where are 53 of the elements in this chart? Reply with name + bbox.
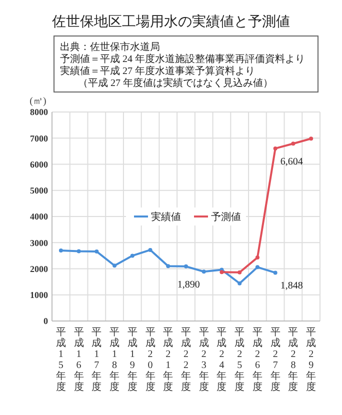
annotation: 6,604	[280, 156, 303, 168]
point	[166, 264, 170, 268]
x-tick-label: 平成22年度	[181, 327, 191, 393]
point	[273, 270, 278, 275]
point	[238, 281, 242, 286]
point	[255, 265, 260, 270]
x-tick-label: 平成26年度	[252, 327, 262, 393]
point	[255, 256, 260, 260]
point	[94, 250, 99, 254]
x-tick-label: 平成24年度	[216, 327, 227, 393]
x-tick-label: 平成18年度	[110, 327, 120, 393]
text: （平成 27 年度値は実績ではなく見込み値）	[78, 77, 273, 89]
point	[309, 136, 314, 141]
x-tick-label: 平成29年度	[306, 327, 316, 393]
point	[238, 270, 242, 274]
legend-label: 実績値	[151, 211, 181, 223]
annotation: 1,848	[280, 280, 303, 292]
x-tick-label: 平成25年度	[234, 327, 245, 393]
point	[58, 248, 63, 252]
point	[76, 249, 81, 254]
x-tick-label: 平成17年度	[92, 327, 102, 393]
point	[220, 270, 224, 274]
point	[130, 254, 134, 258]
x-tick-label: 平成21年度	[163, 327, 174, 393]
annotation: 1,890	[177, 280, 200, 291]
source-note: 出典：佐世保市水道局	[60, 41, 160, 53]
x-tick-label: 平成19年度	[127, 327, 138, 393]
chart-title: 佐世保地区工場用水の実績値と予測値	[52, 14, 290, 30]
x-tick-label: 平成20年度	[145, 327, 156, 393]
y-tick-label: 4000	[30, 212, 48, 222]
y-axis-title: (㎥)	[30, 96, 46, 107]
point	[273, 146, 278, 150]
x-tick-label: 平成28年度	[288, 327, 298, 393]
text: 実績値＝平成 27 年度水道事業予算資料より	[60, 65, 255, 77]
point	[291, 142, 296, 146]
y-tick-label: 3000	[30, 238, 48, 248]
y-tick-label: 2000	[30, 264, 48, 274]
point	[202, 270, 206, 274]
y-tick-label: 5000	[30, 186, 48, 196]
x-tick-label: 平成23年度	[198, 327, 209, 393]
point	[112, 264, 117, 268]
y-tick-label: 6000	[30, 159, 48, 170]
point	[148, 248, 152, 252]
y-tick-label: 8000	[30, 107, 48, 118]
legend-label: 予測値	[211, 211, 241, 223]
x-tick-label: 平成16年度	[74, 327, 84, 393]
y-tick-label: 7000	[30, 133, 48, 144]
x-tick-label: 平成15年度	[56, 327, 66, 393]
y-tick-label: 0	[44, 316, 48, 326]
x-tick-label: 平成27年度	[270, 327, 280, 393]
point	[184, 264, 188, 268]
text: 予測値＝平成 24 年度水道施設整備事業再評価資料より	[60, 53, 305, 65]
y-tick-label: 1000	[30, 290, 48, 300]
